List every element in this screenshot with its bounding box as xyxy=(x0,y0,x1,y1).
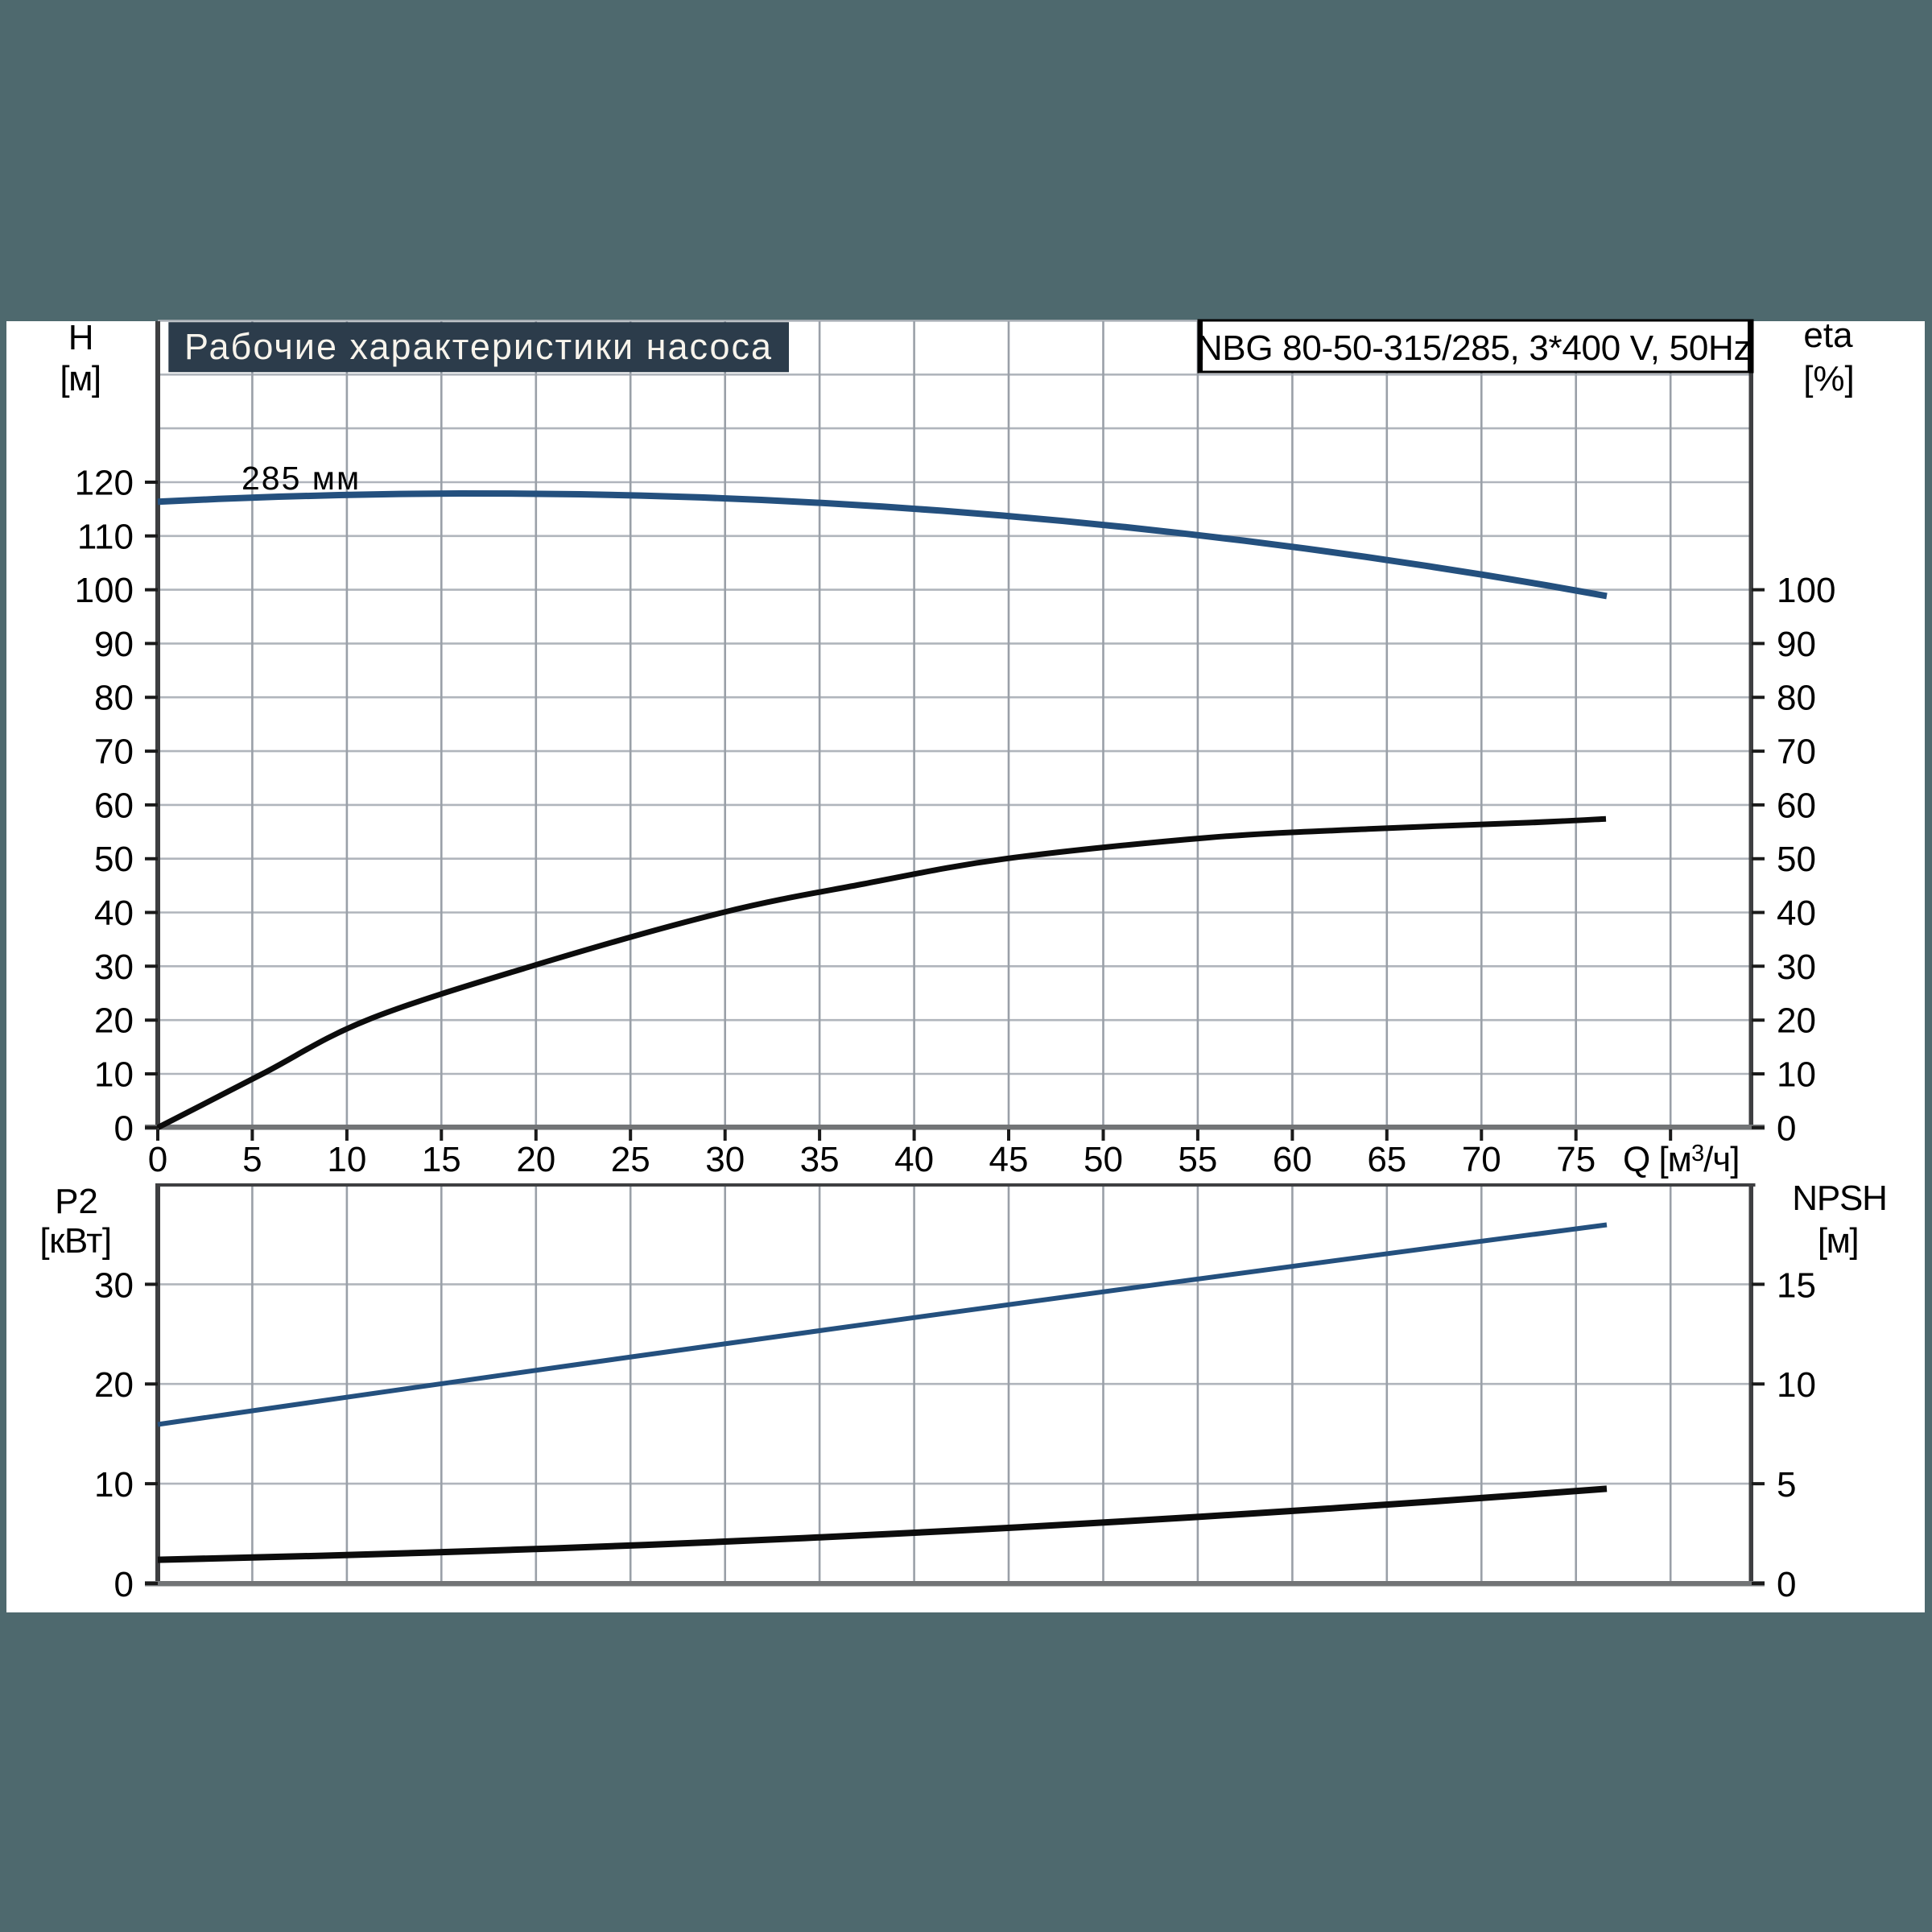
svg-text:15: 15 xyxy=(1777,1265,1816,1305)
svg-text:P2: P2 xyxy=(55,1182,98,1221)
svg-text:[%]: [%] xyxy=(1803,359,1855,398)
svg-text:20: 20 xyxy=(94,1365,134,1405)
svg-text:75: 75 xyxy=(1556,1140,1596,1179)
svg-text:60: 60 xyxy=(94,786,134,825)
svg-text:80: 80 xyxy=(1777,679,1816,718)
svg-text:35: 35 xyxy=(800,1140,840,1179)
svg-text:100: 100 xyxy=(75,571,134,610)
svg-text:10: 10 xyxy=(1777,1365,1816,1405)
svg-text:H: H xyxy=(68,318,94,357)
svg-text:10: 10 xyxy=(327,1140,366,1179)
svg-text:70: 70 xyxy=(1777,733,1816,772)
svg-text:0: 0 xyxy=(1777,1565,1796,1604)
svg-text:[м]: [м] xyxy=(60,359,100,398)
svg-text:eta: eta xyxy=(1803,316,1853,355)
svg-text:45: 45 xyxy=(989,1140,1029,1179)
svg-text:30: 30 xyxy=(94,1265,134,1305)
svg-text:0: 0 xyxy=(1777,1108,1796,1148)
svg-text:40: 40 xyxy=(1777,894,1816,933)
svg-text:25: 25 xyxy=(611,1140,650,1179)
svg-text:30: 30 xyxy=(1777,947,1816,987)
svg-text:10: 10 xyxy=(94,1465,134,1505)
svg-text:90: 90 xyxy=(1777,625,1816,664)
svg-text:110: 110 xyxy=(77,517,134,556)
svg-text:Рабочие характеристики насоса: Рабочие характеристики насоса xyxy=(184,326,773,367)
svg-text:NPSH: NPSH xyxy=(1792,1179,1886,1218)
svg-text:55: 55 xyxy=(1178,1140,1217,1179)
svg-text:[кВт]: [кВт] xyxy=(39,1221,111,1261)
svg-text:0: 0 xyxy=(148,1140,167,1179)
svg-text:80: 80 xyxy=(94,679,134,718)
svg-text:60: 60 xyxy=(1777,786,1816,825)
svg-text:100: 100 xyxy=(1777,571,1835,610)
svg-text:40: 40 xyxy=(94,894,134,933)
svg-text:[м]: [м] xyxy=(1818,1221,1858,1261)
svg-text:15: 15 xyxy=(422,1140,461,1179)
svg-text:30: 30 xyxy=(94,947,134,987)
svg-text:20: 20 xyxy=(94,1001,134,1041)
svg-text:65: 65 xyxy=(1367,1140,1406,1179)
svg-text:0: 0 xyxy=(114,1108,134,1148)
svg-text:50: 50 xyxy=(1777,840,1816,879)
svg-text:20: 20 xyxy=(516,1140,555,1179)
svg-text:10: 10 xyxy=(94,1055,134,1095)
svg-text:90: 90 xyxy=(94,625,134,664)
svg-text:285 мм: 285 мм xyxy=(242,460,361,497)
svg-text:70: 70 xyxy=(94,733,134,772)
svg-text:50: 50 xyxy=(1084,1140,1123,1179)
svg-text:10: 10 xyxy=(1777,1055,1816,1095)
svg-text:NBG 80-50-315/285, 3*400 V, 50: NBG 80-50-315/285, 3*400 V, 50Hz xyxy=(1197,328,1751,368)
svg-text:Q [м3/ч]: Q [м3/ч] xyxy=(1623,1140,1739,1179)
svg-text:50: 50 xyxy=(94,840,134,879)
svg-text:5: 5 xyxy=(242,1140,262,1179)
svg-text:40: 40 xyxy=(894,1140,934,1179)
svg-text:60: 60 xyxy=(1273,1140,1312,1179)
svg-text:120: 120 xyxy=(75,464,134,503)
svg-text:20: 20 xyxy=(1777,1001,1816,1041)
svg-text:0: 0 xyxy=(114,1565,134,1604)
svg-text:70: 70 xyxy=(1462,1140,1501,1179)
svg-text:30: 30 xyxy=(705,1140,745,1179)
svg-text:5: 5 xyxy=(1777,1465,1796,1505)
